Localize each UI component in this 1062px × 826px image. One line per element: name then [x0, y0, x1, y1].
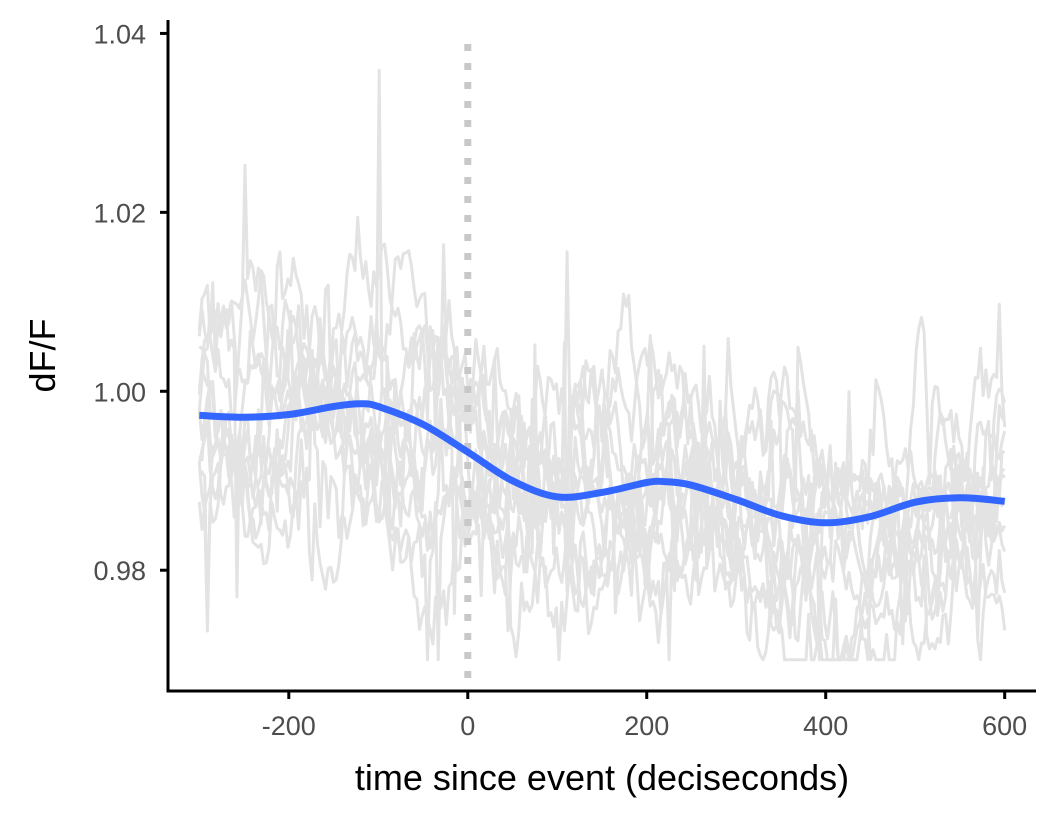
trace-line: [197, 304, 1007, 588]
y-axis-ticks: 0.98 1.00 1.02 1.04: [93, 19, 168, 586]
x-axis-title: time since event (deciseconds): [355, 757, 849, 798]
smooth-trend-line: [199, 400, 1006, 527]
trace-line: [198, 345, 1007, 626]
axes: [166, 20, 1036, 693]
y-tick-label: 0.98: [93, 556, 146, 586]
y-axis-title: dF/F: [22, 318, 63, 392]
x-tick-label: 600: [982, 711, 1027, 741]
x-tick-label: 400: [803, 711, 848, 741]
x-axis-ticks: -200 0 200 400 600: [262, 691, 1027, 741]
trace-line: [197, 68, 1007, 631]
trace-line: [197, 215, 1007, 578]
trace-line: [197, 315, 1007, 662]
y-tick-label: 1.00: [93, 377, 146, 407]
x-tick-label: 200: [624, 711, 669, 741]
trace-lines: [197, 68, 1007, 662]
y-tick-label: 1.02: [93, 198, 146, 228]
x-tick-label: -200: [262, 711, 316, 741]
trace-line: [197, 361, 1006, 662]
y-tick-label: 1.04: [93, 19, 146, 49]
x-tick-label: 0: [460, 711, 475, 741]
